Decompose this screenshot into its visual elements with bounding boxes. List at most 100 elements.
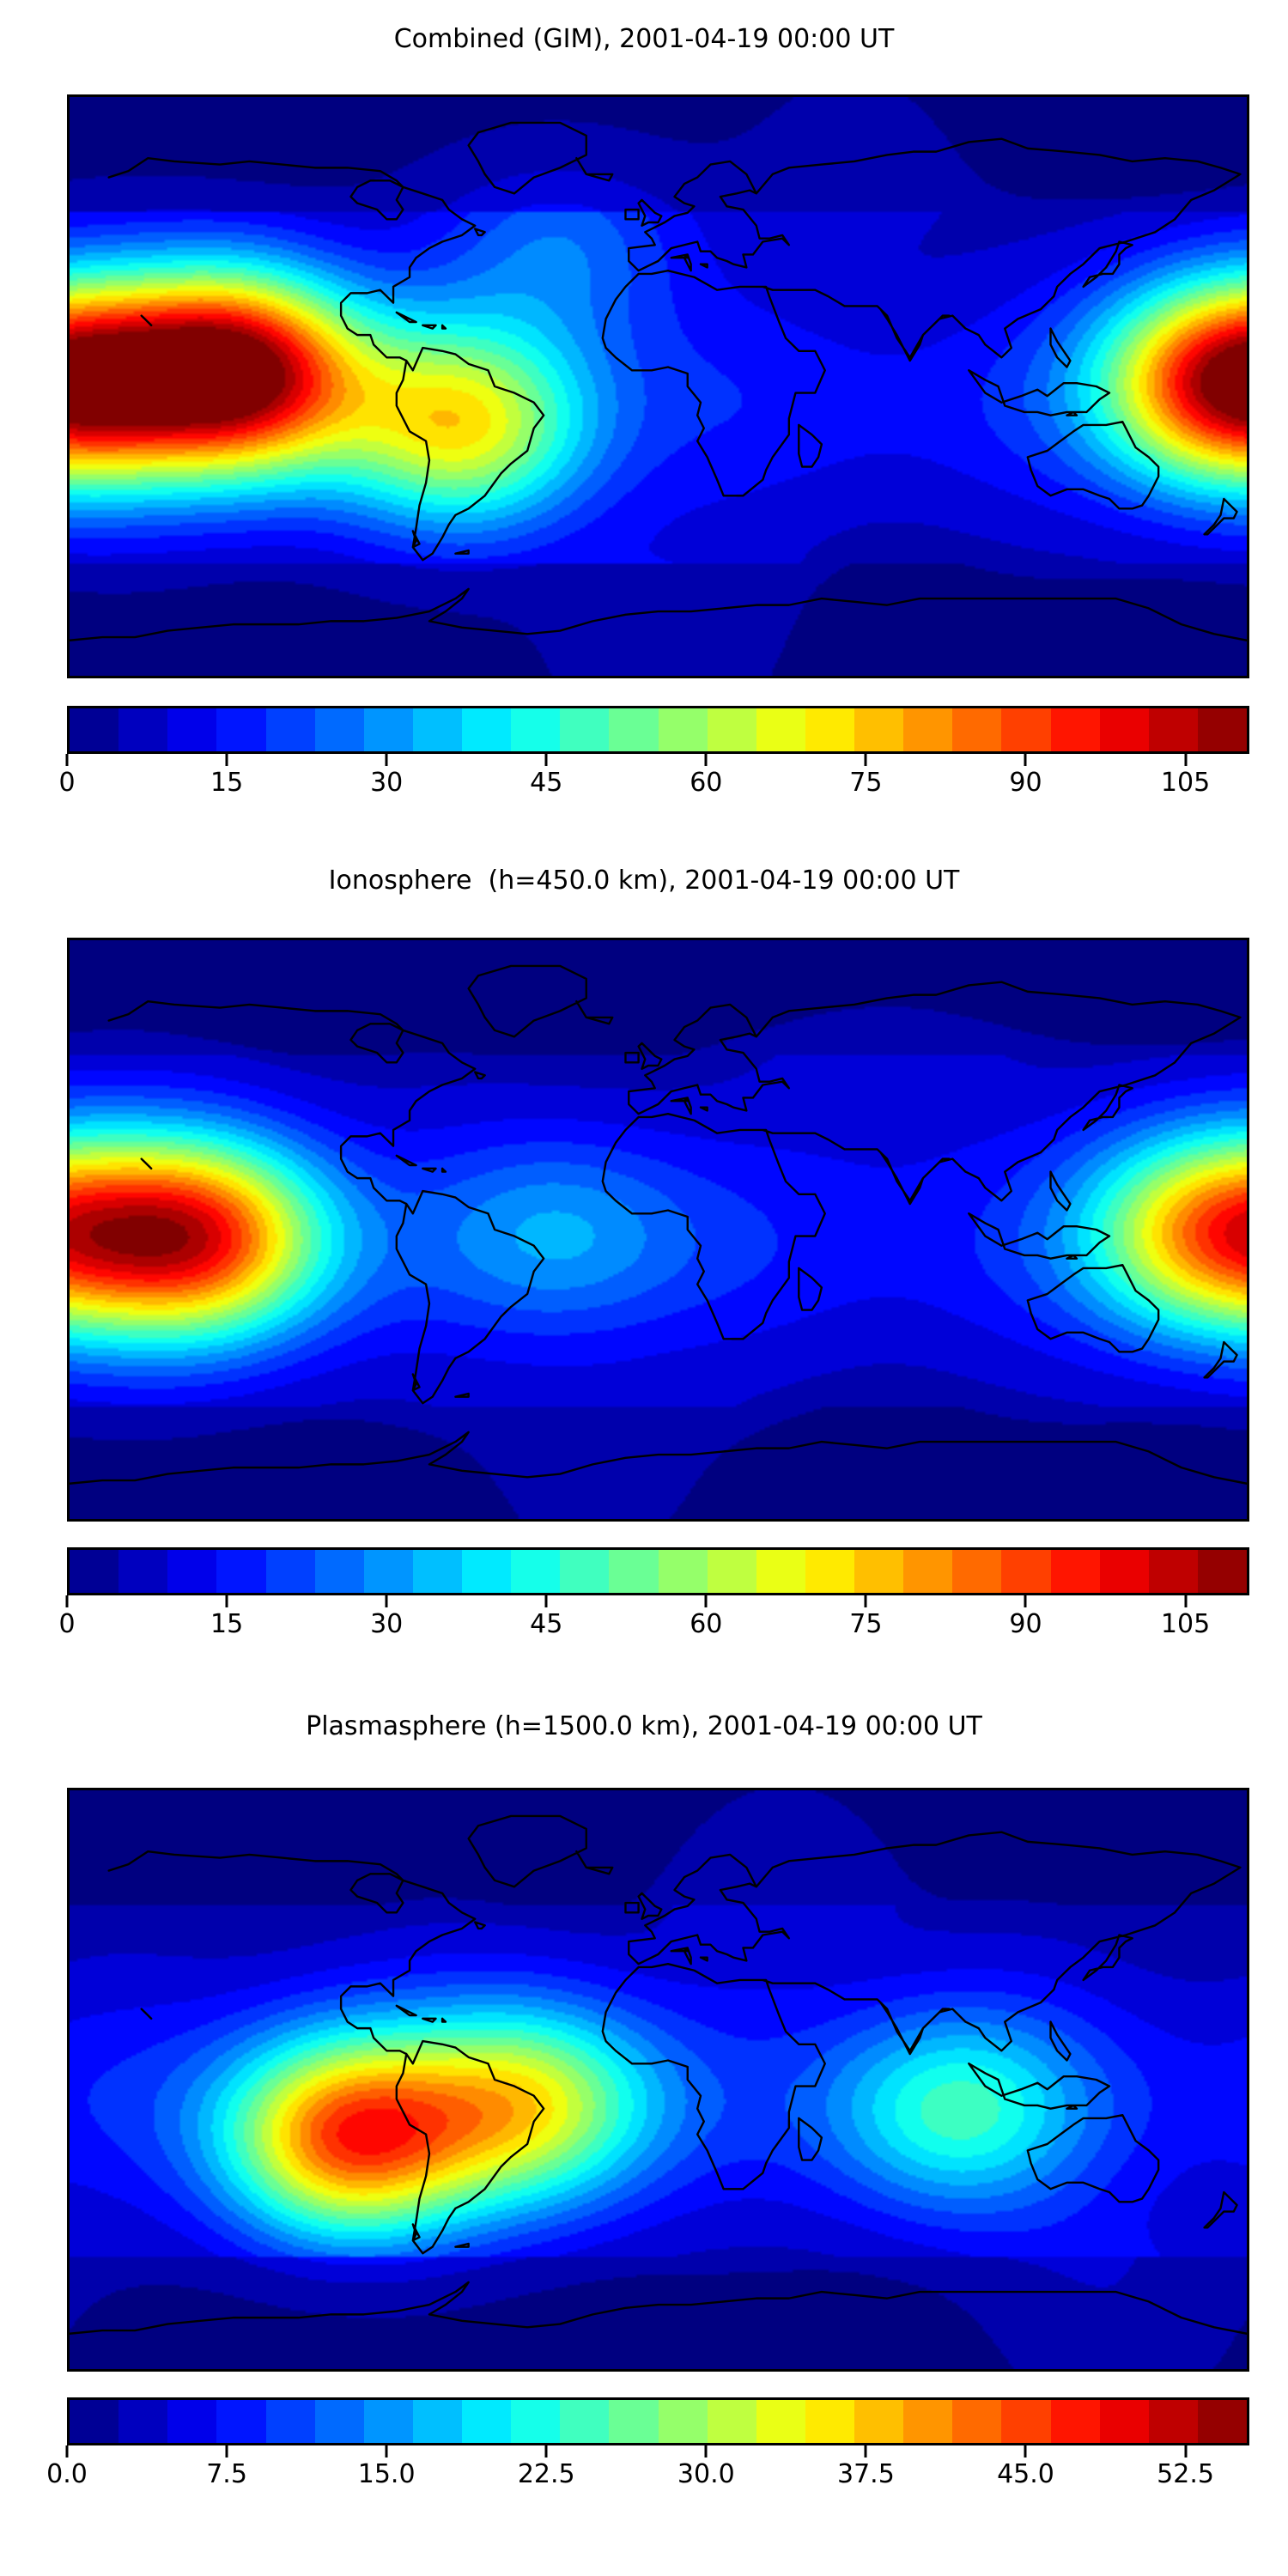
colorbar-tick <box>704 2445 708 2458</box>
colorbar-strip-combined <box>67 706 1249 754</box>
colorbar-segment <box>216 708 266 751</box>
colorbar-segment <box>805 2400 854 2443</box>
colorbar-labels-plasmasphere: 0.0 7.5 15.0 22.5 30.0 37.5 45.0 52.5 <box>46 2458 1249 2492</box>
tec-field-ionosphere <box>70 940 1247 1519</box>
colorbar-tick <box>1184 754 1188 766</box>
colorbar-segment <box>314 1550 364 1593</box>
colorbar-tick <box>65 754 69 766</box>
colorbar-segment <box>756 1550 805 1593</box>
colorbar-segment <box>560 1550 610 1593</box>
colorbar-tick <box>1024 2445 1027 2458</box>
map-axes-combined <box>67 94 1249 678</box>
colorbar-tick <box>225 1595 228 1607</box>
colorbar-segment <box>952 2400 1002 2443</box>
colorbar-segment <box>805 1550 854 1593</box>
tec-raster <box>70 1790 1247 2369</box>
colorbar-tick <box>544 754 548 766</box>
colorbar-segment <box>658 708 708 751</box>
colorbar-ionosphere: 0 15 30 45 60 75 90 105 <box>58 1547 1249 1642</box>
tec-field-combined <box>70 97 1247 676</box>
colorbar-segment <box>1197 2400 1247 2443</box>
colorbar-segment <box>1197 1550 1247 1593</box>
colorbar-segment <box>1197 708 1247 751</box>
coastlines-plasmasphere <box>70 1790 1247 2369</box>
colorbar-segment <box>1099 2400 1149 2443</box>
map-axes-ionosphere <box>67 938 1249 1522</box>
colorbar-ticks-plasmasphere <box>65 2445 1249 2458</box>
colorbar-segment <box>854 2400 904 2443</box>
colorbar-tick-label: 30.0 <box>677 2459 735 2489</box>
colorbar-segment <box>118 1550 168 1593</box>
colorbar-tick <box>1184 2445 1188 2458</box>
colorbar-tick <box>385 2445 388 2458</box>
colorbar-segment <box>314 2400 364 2443</box>
colorbar-segment <box>462 1550 512 1593</box>
colorbar-segment <box>756 2400 805 2443</box>
colorbar-tick-label: 0 <box>58 768 76 798</box>
colorbar-segment <box>363 1550 413 1593</box>
colorbar-segment <box>462 708 512 751</box>
colorbar-segment <box>216 2400 266 2443</box>
colorbar-segment <box>707 1550 756 1593</box>
colorbar-tick-label: 7.5 <box>206 2459 247 2489</box>
colorbar-tick <box>1184 1595 1188 1607</box>
colorbar-tick-label: 15 <box>210 768 244 798</box>
colorbar-tick-label: 105 <box>1160 768 1211 798</box>
colorbar-segment <box>511 708 561 751</box>
colorbar-segment <box>412 2400 462 2443</box>
panel-title-plasmasphere: Plasmasphere (h=1500.0 km), 2001-04-19 0… <box>306 1711 982 1741</box>
colorbar-tick <box>65 1595 69 1607</box>
colorbar-tick-label: 45.0 <box>997 2459 1054 2489</box>
colorbar-segment <box>609 2400 659 2443</box>
colorbar-segment <box>560 708 610 751</box>
colorbar-segment <box>560 2400 610 2443</box>
colorbar-tick-label: 75 <box>849 768 883 798</box>
colorbar-segment <box>658 1550 708 1593</box>
tec-field-plasmasphere <box>70 1790 1247 2369</box>
colorbar-plasmasphere: 0.0 7.5 15.0 22.5 30.0 37.5 45.0 52.5 <box>46 2397 1249 2492</box>
colorbar-segment <box>70 708 119 751</box>
colorbar-tick <box>1024 1595 1027 1607</box>
colorbar-segment <box>952 708 1002 751</box>
colorbar-ticks-combined <box>65 754 1249 766</box>
colorbar-labels-combined: 0 15 30 45 60 75 90 105 <box>58 766 1249 800</box>
colorbar-tick-label: 30 <box>370 768 404 798</box>
colorbar-tick <box>864 2445 867 2458</box>
colorbar-segment <box>412 1550 462 1593</box>
colorbar-segment <box>70 1550 119 1593</box>
colorbar-segment <box>756 708 805 751</box>
colorbar-segment <box>265 708 315 751</box>
colorbar-tick <box>385 754 388 766</box>
tec-raster <box>70 940 1247 1519</box>
colorbar-segment <box>118 708 168 751</box>
colorbar-tick-label: 30 <box>370 1609 404 1639</box>
colorbar-tick-label: 105 <box>1160 1609 1211 1639</box>
colorbar-segment <box>167 2400 217 2443</box>
colorbar-tick <box>864 754 867 766</box>
colorbar-segment <box>363 2400 413 2443</box>
colorbar-tick <box>544 2445 548 2458</box>
colorbar-tick-label: 15 <box>210 1609 244 1639</box>
colorbar-strip-plasmasphere <box>67 2397 1249 2445</box>
colorbar-segment <box>70 2400 119 2443</box>
colorbar-segment <box>1148 708 1198 751</box>
colorbar-segment <box>167 708 217 751</box>
colorbar-segment <box>1001 708 1051 751</box>
colorbar-tick-label: 45 <box>530 768 563 798</box>
colorbar-segment <box>903 1550 953 1593</box>
colorbar-segment <box>658 2400 708 2443</box>
colorbar-segment <box>265 2400 315 2443</box>
colorbar-segment <box>609 1550 659 1593</box>
colorbar-strip-ionosphere <box>67 1547 1249 1595</box>
colorbar-segment <box>854 1550 904 1593</box>
colorbar-tick <box>225 754 228 766</box>
colorbar-tick <box>864 1595 867 1607</box>
colorbar-segment <box>265 1550 315 1593</box>
colorbar-tick-label: 90 <box>1009 768 1042 798</box>
coastline-path <box>70 1816 1247 2334</box>
colorbar-segment <box>216 1550 266 1593</box>
panel-title-combined: Combined (GIM), 2001-04-19 00:00 UT <box>393 24 895 54</box>
tec-raster <box>70 97 1247 676</box>
colorbar-segment <box>412 708 462 751</box>
